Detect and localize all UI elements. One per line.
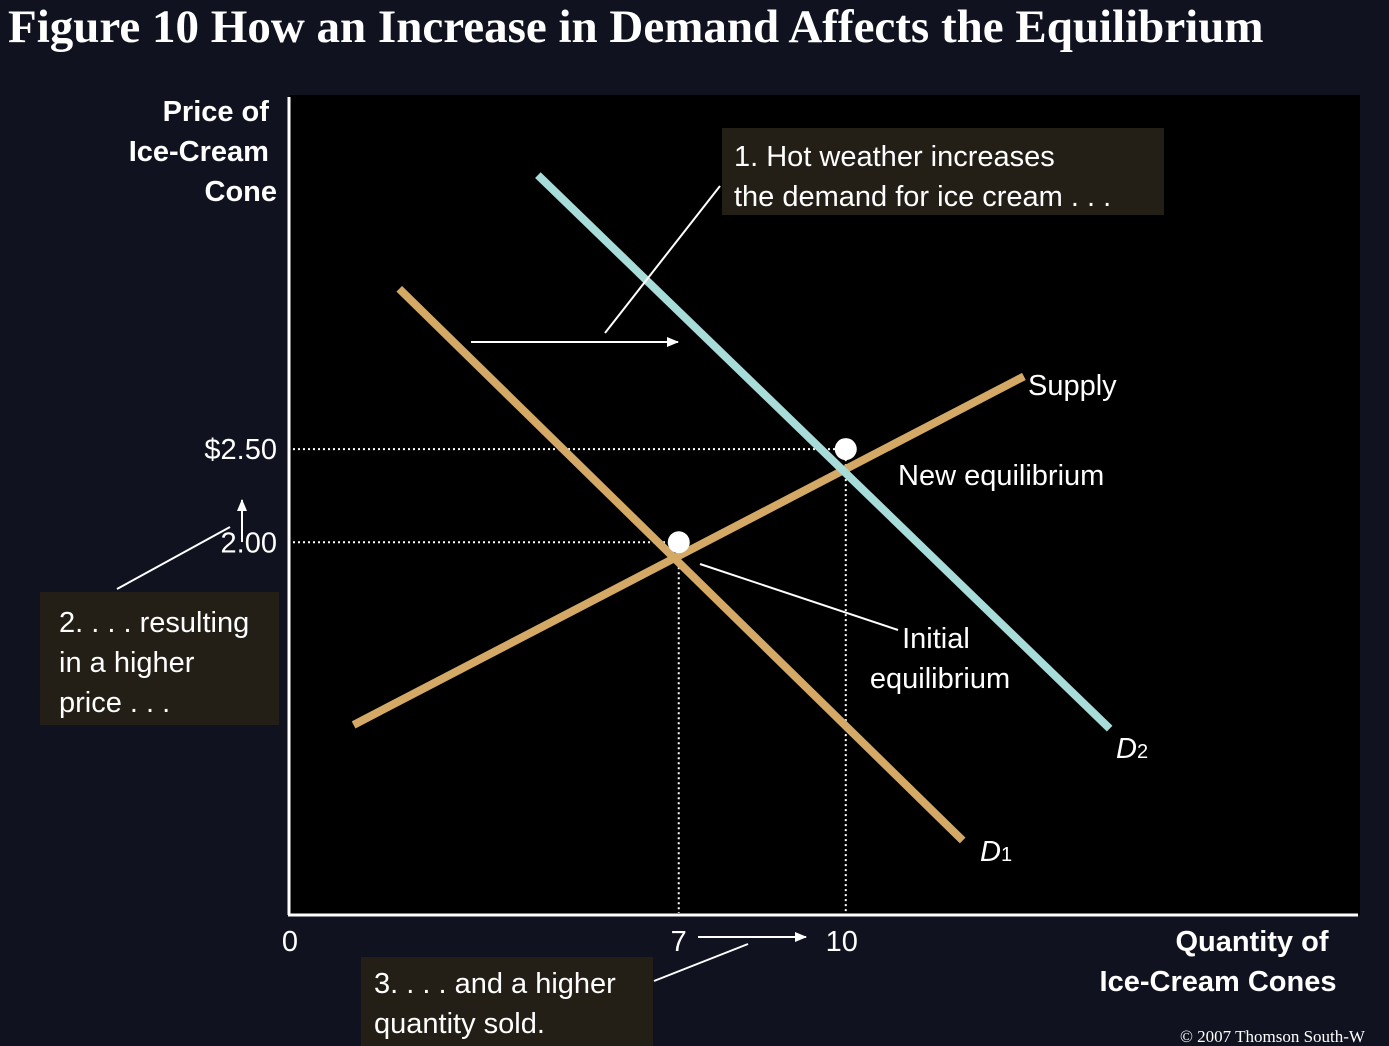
figure-title: Figure 10 How an Increase in Demand Affe… <box>8 1 1264 53</box>
annotation-box-2 <box>40 592 279 725</box>
annotation-1-line-1: 1. Hot weather increases <box>734 141 1055 173</box>
new-equilibrium-point <box>834 438 857 461</box>
initial-equilibrium-label-line-1: Initial <box>902 623 970 655</box>
d2-label-letter: D <box>1116 733 1137 765</box>
annotation-3-line-1: 3. . . . and a higher <box>374 968 616 1000</box>
y-axis-title: Price of Ice-Cream Cone <box>129 96 277 208</box>
d1-label-subscript: 1 <box>1001 844 1012 866</box>
annotation-2-line-1: 2. . . . resulting <box>59 607 249 639</box>
plot-area <box>290 95 1360 915</box>
d2-label: D2 <box>1116 733 1148 765</box>
annotation-1-line-2: the demand for ice cream . . . <box>734 181 1111 213</box>
x-axis-title-line-1: Quantity of <box>1175 926 1328 958</box>
supply-label: Supply <box>1028 370 1117 402</box>
d1-label-letter: D <box>980 836 1001 868</box>
new-equilibrium-label: New equilibrium <box>898 460 1104 492</box>
annotation-2-line-3: price . . . <box>59 687 170 719</box>
annotation-2: 2. . . . resulting in a higher price . .… <box>59 607 257 719</box>
demand-curve-d1 <box>396 285 966 844</box>
x-tick-label-10: 10 <box>826 926 858 958</box>
annotation-3-pointer <box>653 943 749 982</box>
initial-equilibrium-label-line-2: equilibrium <box>870 663 1010 695</box>
annotation-1-pointer <box>604 185 721 334</box>
x-axis-title-line-2: Ice-Cream Cones <box>1100 966 1337 998</box>
annotation-box-1 <box>722 128 1164 215</box>
d2-label-subscript: 2 <box>1137 741 1148 763</box>
annotation-2-pointer <box>116 526 231 590</box>
initial-equilibrium-point <box>667 531 690 554</box>
x-tick-label-0: 0 <box>282 926 298 958</box>
y-axis-title-line-3: Cone <box>205 176 278 208</box>
y-axis-title-line-2: Ice-Cream <box>129 136 269 168</box>
initial-equilibrium-pointer <box>699 563 899 631</box>
annotation-1: 1. Hot weather increases the demand for … <box>734 141 1111 213</box>
x-tick-label-7: 7 <box>671 926 687 958</box>
y-tick-label-2-50: $2.50 <box>204 434 277 466</box>
initial-equilibrium-label: Initial equilibrium <box>870 623 1010 695</box>
y-tick-label-2-00: 2.00 <box>221 527 277 559</box>
copyright-notice: © 2007 Thomson South-W <box>1180 1027 1366 1046</box>
annotation-2-line-2: in a higher <box>59 647 195 679</box>
x-axis-title: Quantity of Ice-Cream Cones <box>1100 926 1337 998</box>
y-axis-title-line-1: Price of <box>163 96 270 128</box>
annotation-3-line-2: quantity sold. <box>374 1008 545 1040</box>
guide-lines <box>293 448 847 913</box>
annotation-3: 3. . . . and a higher quantity sold. <box>374 968 624 1040</box>
annotation-box-3 <box>361 957 653 1046</box>
demand-curve-d2 <box>535 172 1113 732</box>
d1-label: D1 <box>980 836 1012 868</box>
supply-curve <box>351 372 1026 729</box>
